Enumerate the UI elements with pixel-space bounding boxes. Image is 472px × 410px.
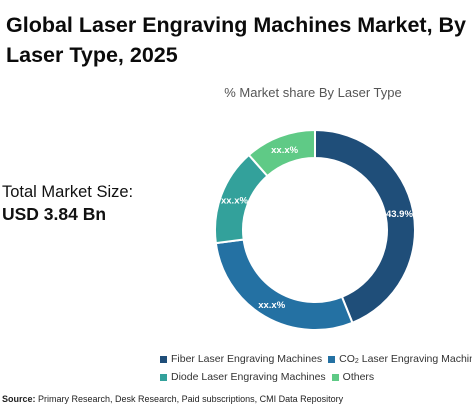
source-text: Primary Research, Desk Research, Paid su… xyxy=(38,394,344,404)
market-size-label: Total Market Size: xyxy=(2,183,134,201)
market-size-value: USD 3.84 Bn xyxy=(2,204,107,224)
legend-item-co2: CO2 Laser Engraving Machines xyxy=(328,353,472,365)
market-size-block: Total Market Size: USD 3.84 Bn xyxy=(2,181,133,225)
chart-legend: Fiber Laser Engraving Machines CO2 Laser… xyxy=(160,350,472,386)
donut-chart: 43.9% xx.x% xx.x% xx.x% xyxy=(214,128,416,331)
legend-label-fiber: Fiber Laser Engraving Machines xyxy=(171,353,323,365)
legend-swatch-others xyxy=(331,373,339,381)
legend-swatch-fiber xyxy=(160,355,167,363)
data-label-diode: xx.x% xyxy=(221,195,248,206)
data-label-others: xx.x% xyxy=(271,145,298,156)
legend-item-diode: Diode Laser Engraving Machines xyxy=(160,371,326,383)
legend-label-co2: CO2 Laser Engraving Machines xyxy=(339,353,472,365)
data-label-fiber: 43.9% xyxy=(386,209,413,220)
chart-subtitle: % Market share By Laser Type xyxy=(224,85,402,100)
data-label-co2: xx.x% xyxy=(258,300,285,311)
source-note: Source: Primary Research, Desk Research,… xyxy=(2,394,343,404)
source-label: Source: xyxy=(2,394,36,404)
legend-label-others: Others xyxy=(342,371,375,383)
donut-slice-fiber xyxy=(314,128,416,325)
legend-swatch-co2 xyxy=(328,355,336,363)
legend-row: Diode Laser Engraving Machines Others xyxy=(160,368,470,386)
legend-label-diode: Diode Laser Engraving Machines xyxy=(171,371,326,383)
legend-item-fiber: Fiber Laser Engraving Machines xyxy=(160,353,322,365)
legend-item-others: Others xyxy=(331,371,375,383)
legend-swatch-diode xyxy=(160,373,167,381)
donut-slice-others xyxy=(247,128,316,178)
donut-slice-co2 xyxy=(214,238,354,331)
chart-title: Global Laser Engraving Machines Market, … xyxy=(6,13,467,67)
legend-row: Fiber Laser Engraving Machines CO2 Laser… xyxy=(160,350,472,368)
